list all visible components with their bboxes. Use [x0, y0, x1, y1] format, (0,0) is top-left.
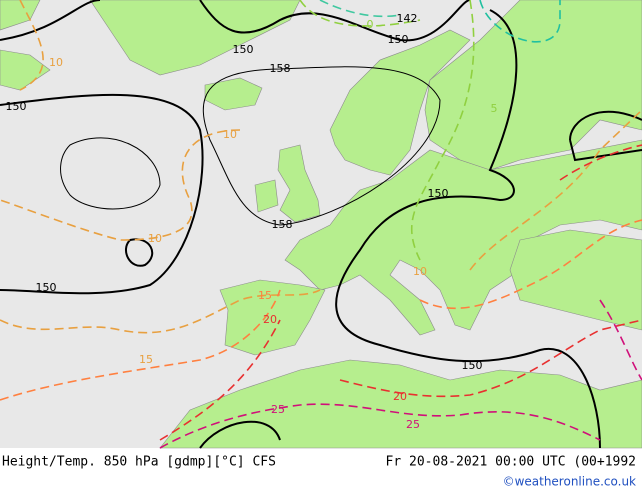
contour-labels: 142 150 150 158 150 158 150 150 150 10 1… — [6, 12, 498, 431]
height-label: 150 — [36, 281, 57, 294]
map-title: Height/Temp. 850 hPa [gdmp][°C] CFS — [2, 455, 276, 470]
height-label: 142 — [397, 12, 418, 25]
temp-label: 20 — [393, 390, 407, 403]
temp-label: 15 — [139, 353, 153, 366]
temp-label: 15 — [258, 289, 272, 302]
height-label: 158 — [272, 218, 293, 231]
temp-label: 20 — [263, 313, 277, 326]
credit: ©weatheronline.co.uk — [503, 475, 636, 489]
temp-label: 10 — [49, 56, 63, 69]
temp-label: 25 — [406, 418, 420, 431]
temp-label: 10 — [148, 232, 162, 245]
temperature-contours — [0, 0, 642, 449]
valid-time: Fr 20-08-2021 00:00 UTC (00+1992 — [386, 455, 636, 470]
height-label: 150 — [388, 33, 409, 46]
temp-label: 25 — [271, 403, 285, 416]
temp-label: 10 — [223, 128, 237, 141]
height-label: 158 — [270, 62, 291, 75]
height-label: 150 — [6, 100, 27, 113]
temp-label: 0 — [367, 18, 374, 31]
temp-label: 5 — [491, 102, 498, 115]
height-contours — [0, 0, 642, 449]
height-label: 150 — [462, 359, 483, 372]
height-label: 150 — [233, 43, 254, 56]
temp-label: 10 — [413, 265, 427, 278]
height-label: 150 — [428, 187, 449, 200]
